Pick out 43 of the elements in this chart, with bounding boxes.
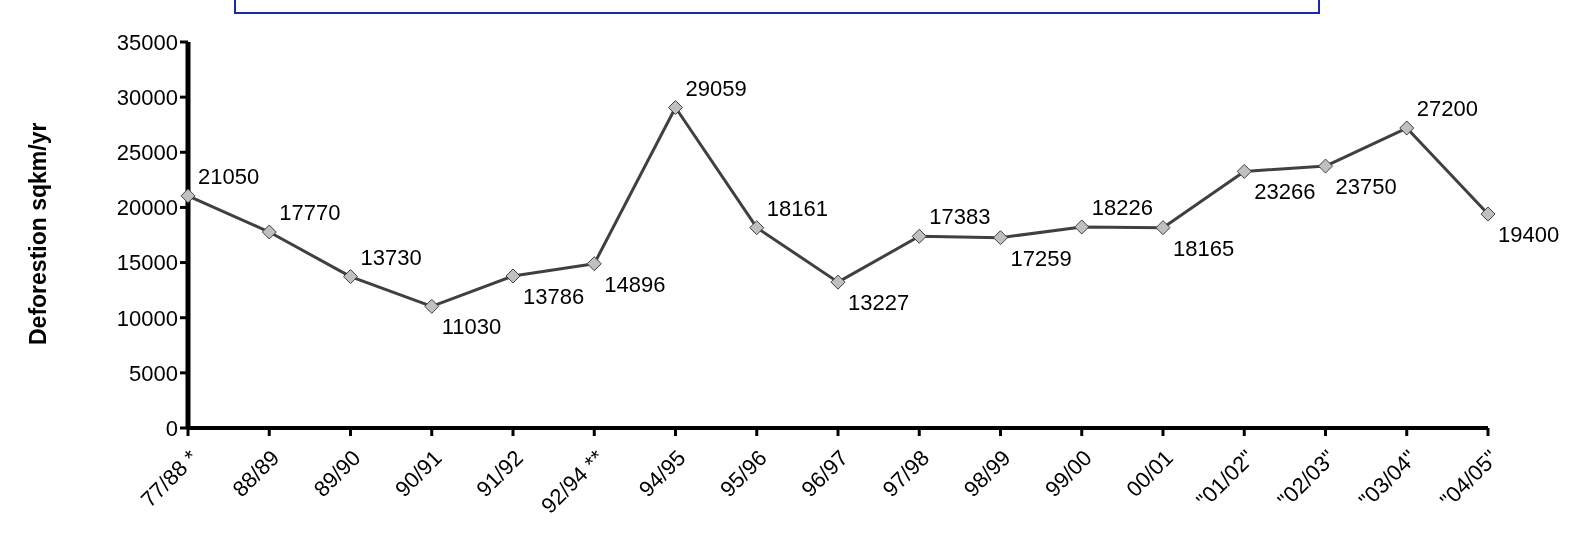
y-tick-label: 0: [165, 415, 178, 441]
data-label: 27200: [1416, 96, 1478, 122]
y-tick-label: 15000: [116, 250, 178, 276]
y-tick-label: 25000: [116, 140, 178, 166]
point: [1236, 163, 1252, 179]
point: [993, 230, 1008, 246]
y-tick-label: 30000: [116, 84, 178, 110]
data-label: 18165: [1173, 235, 1235, 261]
data-label: 13227: [848, 290, 910, 316]
data-label: 13786: [523, 283, 585, 309]
point: [424, 298, 440, 314]
data-label: 23266: [1254, 179, 1316, 205]
y-tick-label: 35000: [116, 29, 178, 55]
y-tick-label: 10000: [116, 305, 178, 331]
y-tick-label: 5000: [129, 360, 178, 386]
data-label: 19400: [1498, 222, 1560, 248]
data-label: 13730: [360, 244, 422, 270]
point: [668, 100, 683, 116]
data-label: 14896: [604, 271, 666, 297]
point: [1155, 220, 1171, 236]
point: [1399, 120, 1415, 136]
point: [1318, 158, 1333, 174]
point: [911, 228, 927, 244]
data-label: 29059: [685, 75, 747, 101]
data-label: 11030: [441, 314, 502, 340]
data-label: 17383: [929, 204, 991, 230]
y-tick-label: 20000: [116, 195, 178, 221]
point: [830, 274, 846, 290]
data-label: 23750: [1335, 174, 1397, 200]
data-label: 17770: [279, 200, 341, 226]
data-label: 18226: [1091, 194, 1153, 220]
point: [505, 268, 521, 284]
point: [1480, 206, 1496, 222]
data-label: 17259: [1010, 245, 1072, 271]
data-label: 18161: [766, 195, 828, 221]
point: [1074, 219, 1090, 235]
y-axis-title: Deforestion sqkm/yr: [25, 122, 52, 345]
data-label: 21050: [198, 163, 260, 189]
point: [586, 256, 602, 272]
point: [749, 220, 765, 236]
point: [343, 269, 358, 285]
point: [261, 224, 277, 240]
point: [180, 188, 196, 204]
